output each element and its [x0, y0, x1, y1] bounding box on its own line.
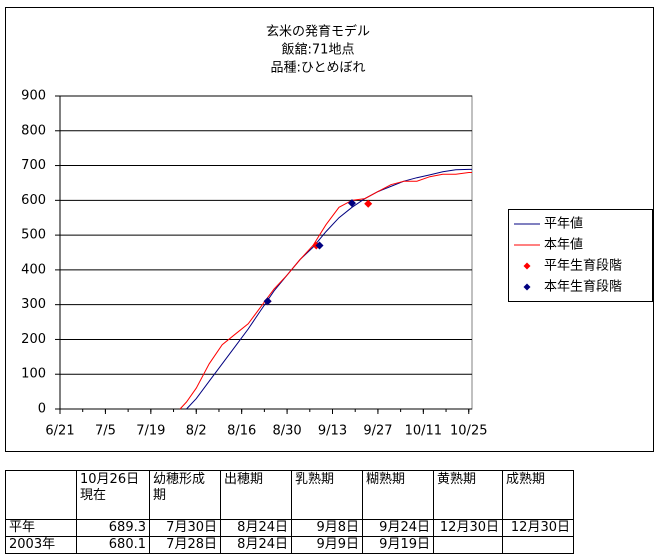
table-cell: 689.3 — [76, 519, 150, 537]
legend-label: 平年値 — [544, 216, 583, 232]
x-tick-label: 9/13 — [318, 424, 347, 439]
y-tick-label: 800 — [21, 123, 46, 138]
legend-marker — [523, 283, 531, 291]
table-cell: 乳熟期 — [291, 470, 363, 520]
y-tick-label: 0 — [38, 402, 46, 417]
x-tick-label: 6/21 — [45, 424, 74, 439]
table-cell: 8月24日 — [220, 519, 292, 537]
table-cell: 幼穂形成期 — [149, 470, 221, 520]
table-cell: 9月24日 — [362, 519, 434, 537]
table-cell: 8月24日 — [220, 536, 292, 554]
table-cell: 糊熟期 — [362, 470, 434, 520]
table-cell: 9月9日 — [291, 536, 363, 554]
table-cell: 黄熟期 — [433, 470, 503, 520]
legend-label: 本年生育段階 — [544, 279, 622, 295]
y-tick-label: 500 — [21, 228, 46, 243]
table-cell — [502, 536, 574, 554]
y-tick-label: 600 — [21, 193, 46, 208]
table-cell — [5, 470, 77, 520]
x-tick-label: 10/11 — [405, 424, 442, 439]
table-cell: 出穂期 — [220, 470, 292, 520]
stage-marker — [315, 241, 324, 250]
stage-marker — [347, 199, 356, 208]
table-cell: 9月8日 — [291, 519, 363, 537]
legend-marker — [523, 262, 531, 270]
x-tick-label: 7/19 — [136, 424, 165, 439]
y-tick-label: 100 — [21, 367, 46, 382]
x-tick-label: 8/16 — [227, 424, 256, 439]
stage-marker — [364, 199, 373, 208]
x-tick-label: 9/27 — [363, 424, 392, 439]
legend-label: 平年生育段階 — [544, 258, 622, 274]
table-cell — [433, 536, 503, 554]
plot-area — [59, 95, 473, 410]
y-tick-label: 700 — [21, 158, 46, 173]
chart-title: 玄米の発育モデル — [266, 24, 370, 40]
legend-label: 本年値 — [544, 237, 583, 253]
table-cell: 9月19日 — [362, 536, 434, 554]
stage-marker — [263, 297, 272, 306]
chart: 玄米の発育モデル 飯舘:71地点 品種:ひとめぼれ 0 100 200 300 400 5… — [5, 7, 654, 452]
data-table: 10月26日現在 幼穂形成期 出穂期 乳熟期 糊熟期 黄熟期 成熟期 平年 689.3 7月30日… — [5, 470, 574, 554]
table-cell: 12月30日 — [433, 519, 503, 537]
table-cell: 成熟期 — [502, 470, 574, 520]
table-row: 2003年 680.1 7月28日 8月24日 9月9日 9月19日 — [5, 536, 574, 554]
table-row: 10月26日現在 幼穂形成期 出穂期 乳熟期 糊熟期 黄熟期 成熟期 — [5, 470, 574, 520]
y-tick-label: 300 — [21, 297, 46, 312]
x-tick-label: 10/25 — [450, 424, 487, 439]
series-line — [179, 172, 472, 410]
legend-box — [508, 209, 653, 302]
y-tick-label: 900 — [21, 89, 46, 104]
table-row: 平年 689.3 7月30日 8月24日 9月8日 9月24日 12月30日 12月30日 — [5, 519, 574, 537]
table-cell: 680.1 — [76, 536, 150, 554]
x-tick-label: 7/5 — [95, 424, 116, 439]
chart-subtitle: 品種:ひとめぼれ — [271, 60, 366, 76]
table-cell: 2003年 — [5, 536, 77, 554]
y-tick-label: 200 — [21, 332, 46, 347]
table-cell: 7月28日 — [149, 536, 221, 554]
table-cell: 平年 — [5, 519, 77, 537]
series-line — [186, 168, 472, 410]
chart-subtitle: 飯舘:71地点 — [282, 42, 355, 58]
table-cell: 12月30日 — [502, 519, 574, 537]
x-tick-label: 8/2 — [186, 424, 207, 439]
table-cell: 10月26日現在 — [76, 470, 150, 520]
x-tick-label: 8/30 — [272, 424, 301, 439]
y-tick-label: 400 — [21, 262, 46, 277]
table-cell: 7月30日 — [149, 519, 221, 537]
